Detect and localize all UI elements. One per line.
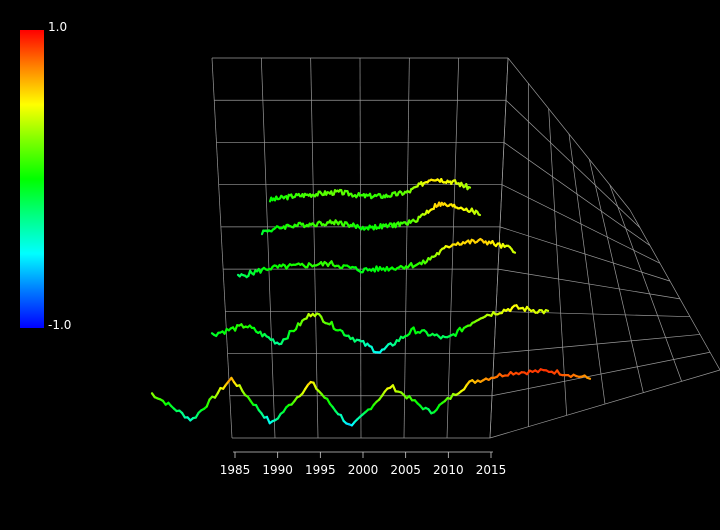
series-segment [512,250,517,254]
x-tick-label: 2010 [433,463,464,477]
x-axis: 1985 1990 1995 2000 2005 2010 2015 [220,451,507,477]
grid [211,57,720,439]
grid-line [609,184,682,382]
grid-line [260,57,276,439]
series-segment [286,329,291,340]
series-segment [477,213,482,217]
series-segment [330,320,335,330]
series-segment [312,381,318,390]
grid-line [489,57,509,439]
colorbar-min-label: -1.0 [48,318,72,332]
x-tick-label: 2005 [390,463,421,477]
colorbar [20,30,44,328]
x-tick-label: 1990 [262,463,293,477]
x-tick-label: 2000 [348,463,379,477]
grid-line [211,57,233,439]
grid-line [359,57,362,439]
series-segment [205,398,211,408]
x-tick-label: 1985 [220,463,251,477]
grid-line [310,57,319,439]
grid-line [629,209,720,371]
x-tick-label: 2015 [476,463,507,477]
grid-line [403,57,410,439]
series-segment [586,376,592,380]
series-segment [544,309,550,312]
x-tick-label: 1995 [305,463,336,477]
grid-line [588,159,644,393]
grid-line [548,108,568,416]
grid-line [568,133,606,405]
series-segment [391,384,397,393]
series-group [150,178,592,427]
grid-line [446,57,460,439]
series-segment [265,415,271,425]
colorbar-max-label: 1.0 [48,20,68,34]
